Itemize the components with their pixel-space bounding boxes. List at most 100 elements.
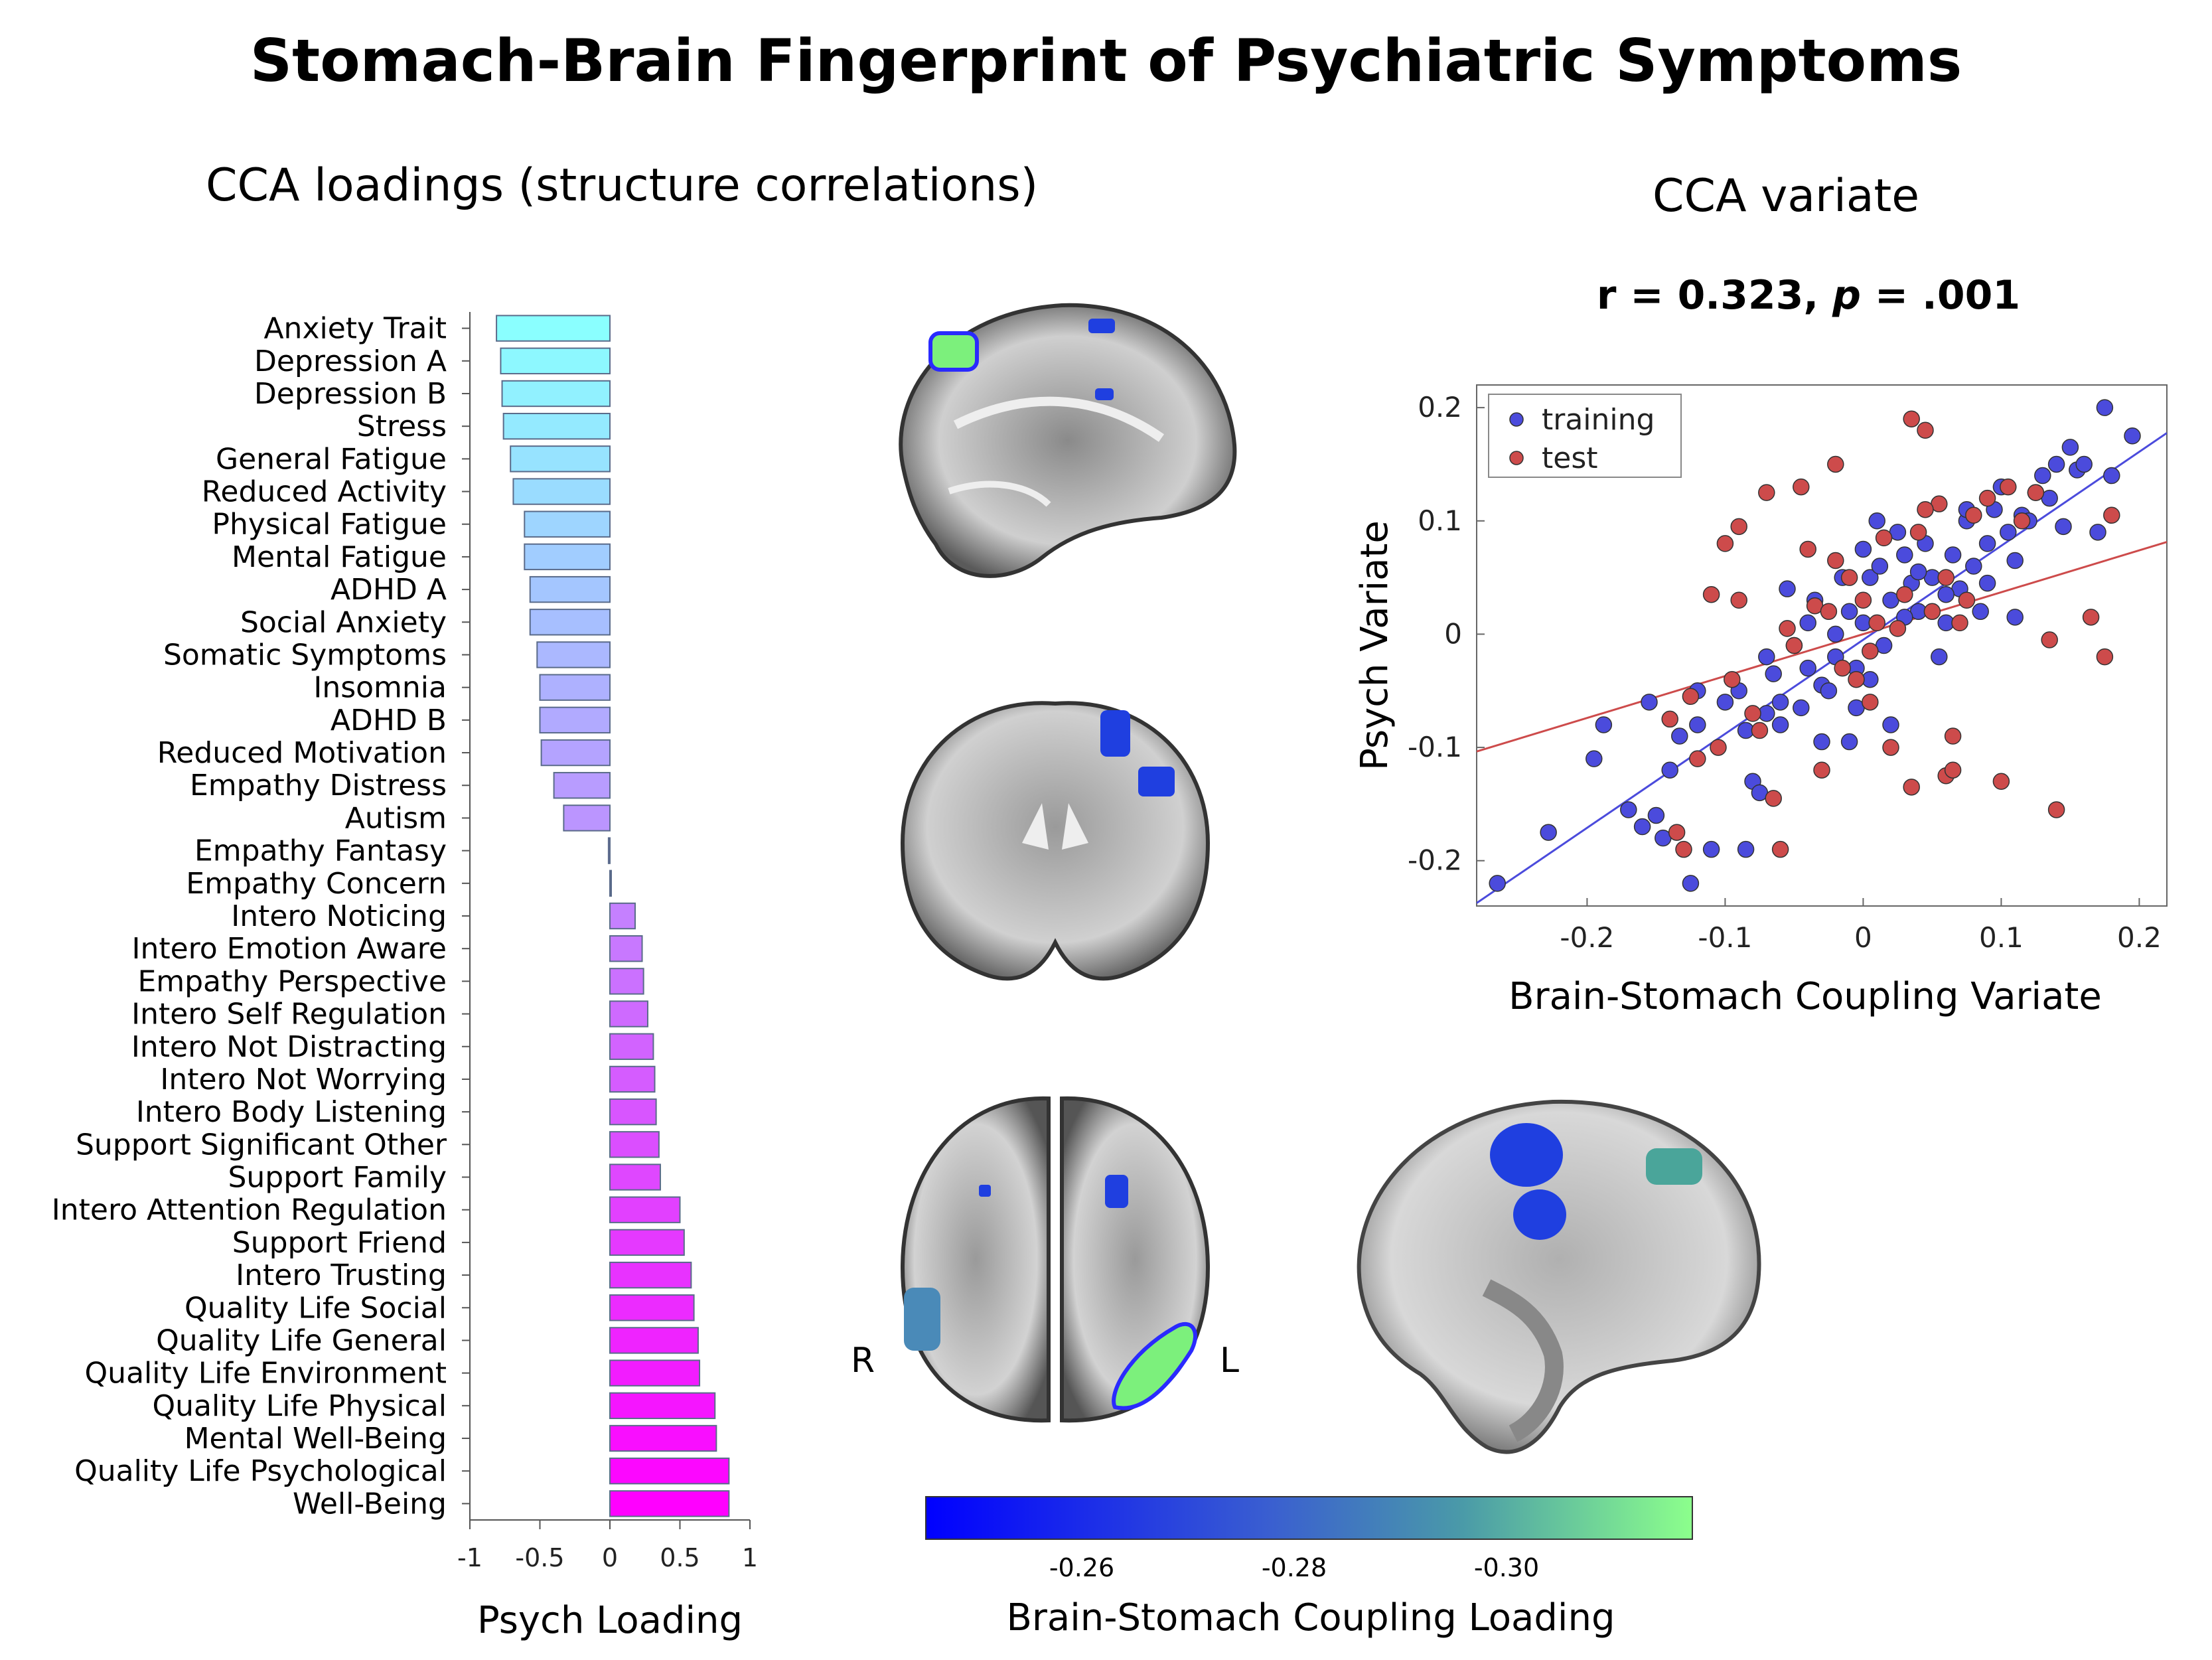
category-label: Stress [357,410,447,443]
loading-bar [539,706,611,734]
x-tick-label: -0.1 [1698,921,1752,954]
test-point [1909,524,1927,541]
training-point [1585,750,1603,767]
right-hemisphere-label: R [851,1341,875,1381]
training-point [1489,875,1506,892]
training-point [1730,682,1747,700]
category-label: ADHD B [331,704,447,737]
category-label: Insomnia [313,671,447,705]
training-point [1871,558,1889,575]
training-point [1751,784,1769,802]
training-point [1909,603,1927,621]
training-point [1944,546,1962,564]
training-point [2027,484,2045,501]
test-point [1751,721,1769,739]
training-point [2047,455,2065,473]
training-point [1827,625,1844,643]
loading-bar [524,510,611,538]
training-point [1671,727,1688,745]
loading-bar [502,412,611,440]
test-point [1793,478,1810,496]
category-label: Quality Life Physical [153,1389,447,1423]
x-axis-label: Psych Loading [477,1599,743,1642]
training-point [1840,733,1858,751]
training-point [1854,614,1872,632]
test-point [1937,767,1954,785]
training-point [1799,614,1816,632]
category-label: Mental Fatigue [232,540,447,574]
training-point [1689,716,1706,733]
training-point [2055,518,2072,536]
category-label: Intero Not Distracting [131,1030,447,1064]
training-fit-line [1477,432,2167,904]
legend-marker [1509,412,1524,427]
brain-axial-image [900,1096,1211,1423]
loading-bar [609,1327,699,1354]
training-point [1882,716,1899,733]
test-point [1944,727,1962,745]
training-point [1909,563,1927,581]
test-point [1771,840,1789,858]
colorbar-tick: -0.30 [1473,1553,1540,1582]
category-label: Quality Life Social [184,1291,447,1325]
training-point [1958,512,1976,530]
category-label: Support Significant Other [76,1128,447,1162]
loading-bar [563,804,611,832]
test-point [1710,739,1727,756]
training-point [2075,455,2093,473]
loading-bar [524,543,611,571]
category-label: Social Anxiety [240,605,447,639]
training-point [1716,694,1734,711]
category-label: Empathy Distress [190,769,447,802]
training-point [1896,546,1913,564]
x-tick-label: -0.2 [1560,921,1614,954]
category-label: Intero Body Listening [136,1095,447,1129]
test-point [1931,495,1948,512]
training-point [1882,591,1899,609]
test-point [1958,591,1976,609]
loading-bar [539,674,611,701]
test-fit-line [1477,541,2167,753]
category-label: Well-Being [293,1487,447,1521]
y-tick-label: -0.2 [1408,844,1462,877]
colorbar-label: Brain-Stomach Coupling Loading [1006,1596,1615,1639]
training-point [1840,603,1858,621]
test-point [1689,750,1706,767]
training-point [1903,574,1920,592]
training-point [2124,427,2141,445]
loading-bar [609,869,612,897]
test-point [1827,455,1844,473]
training-point [1813,676,1830,694]
training-point [2006,552,2024,569]
loading-bar [609,1359,701,1387]
training-point [1978,535,1996,552]
loading-bar [609,1065,656,1093]
loading-bar [609,1424,717,1452]
test-point [1951,614,1968,632]
training-point [1896,609,1913,626]
category-label: Empathy Perspective [137,964,447,998]
training-point [1827,648,1844,666]
category-label: Empathy Fantasy [194,834,447,868]
test-point [2047,801,2065,818]
training-point [1737,721,1755,739]
test-point [1785,637,1803,654]
loading-bar [609,968,644,995]
training-point [1806,591,1824,609]
training-point [2020,512,2037,530]
training-point [1848,659,1865,677]
training-point [1951,580,1968,597]
test-point [1779,620,1796,637]
category-label: Support Friend [232,1226,447,1260]
category-label: Intero Attention Regulation [52,1193,447,1227]
training-point [1923,569,1941,586]
x-tick-label: 0 [1854,921,1872,954]
correlation-stats: r = 0.323, p = .001 [1596,272,2021,319]
legend-label: training [1542,403,1655,437]
category-label: Somatic Symptoms [163,638,447,672]
training-point [1737,840,1755,858]
x-tick-label: -0.5 [515,1543,564,1572]
training-point [1931,648,1948,666]
training-point [1633,818,1651,836]
figure-title: Stomach-Brain Fingerprint of Psychiatric… [250,27,1962,95]
